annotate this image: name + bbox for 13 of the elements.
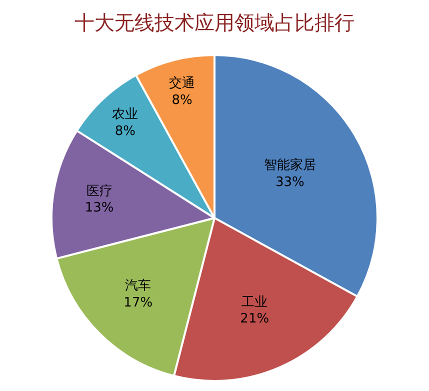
- slice-label: 交通: [169, 75, 196, 92]
- data-label: 33%: [275, 174, 304, 190]
- slice-label: 汽车: [125, 278, 152, 294]
- data-label: 8%: [172, 93, 192, 108]
- data-label: 13%: [84, 200, 114, 216]
- data-label: 21%: [240, 312, 270, 327]
- slice-label: 医疗: [86, 184, 112, 199]
- data-label: 17%: [124, 295, 153, 310]
- chart-title: 十大无线技术应用领域占比排行: [74, 12, 354, 35]
- slice-label: 智能家居: [264, 156, 316, 173]
- slice-label: 农业: [112, 106, 138, 122]
- slice-label: 工业: [242, 294, 268, 310]
- data-label: 8%: [114, 124, 136, 139]
